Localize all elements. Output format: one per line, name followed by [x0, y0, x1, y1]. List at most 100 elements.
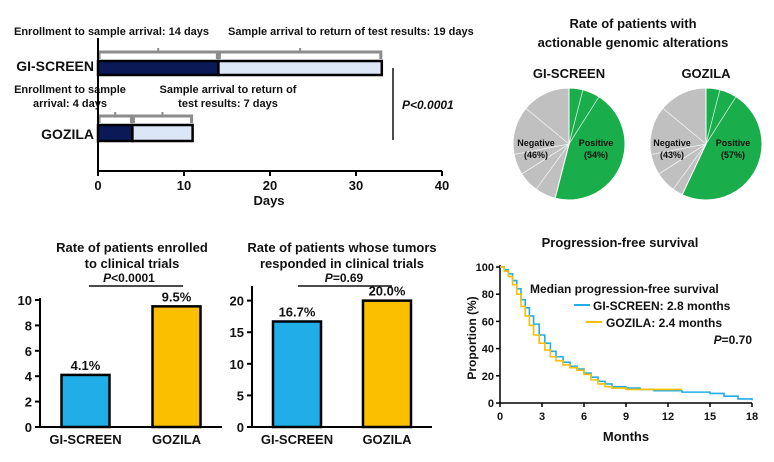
- pfs-p-value: P=0.70: [714, 333, 753, 347]
- enrolled-p-letter: P: [103, 271, 112, 285]
- responded-p-rest: =0.69: [333, 271, 364, 285]
- pfs-y-axis-label: Proportion (%): [465, 296, 479, 379]
- pfs-x-tick-label: 0: [497, 411, 503, 423]
- responded-p-value: P=0.69: [325, 271, 364, 285]
- responded-title-line2: responded in clinical trials: [260, 256, 424, 271]
- enrolled-x-tick-label: GI-SCREEN: [49, 432, 121, 447]
- pie-gozila-positive-label: Positive: [716, 138, 751, 148]
- enrolled-x-tick-label: GOZILA: [152, 432, 202, 447]
- pie-divider: [568, 96, 600, 145]
- timeline-label-goz-seg2-line1: Sample arrival to return of: [160, 84, 297, 96]
- pfs-x-tick-label: 9: [623, 411, 629, 423]
- pfs-y-tick-label: 0: [488, 398, 494, 410]
- pie-divider: [650, 143, 707, 155]
- timeline-label-goz-seg1-line1: Enrollment to sample: [14, 84, 126, 96]
- pie-gi-screen-negative-label: Negative: [517, 138, 555, 148]
- timeline-bar-gi-screen-seg2: [217, 59, 384, 77]
- pfs-y-tick-label: 60: [482, 316, 494, 328]
- responded-x-tick-label: GI-SCREEN: [261, 432, 333, 447]
- pfs-x-tick-label: 18: [746, 411, 758, 423]
- timeline-plot: 0 10 20 30 40: [94, 38, 449, 193]
- pie-gi-screen-positive-pct: (54%): [584, 150, 608, 160]
- timeline-label-goz-seg2-line2: test results: 7 days: [178, 98, 278, 110]
- responded-y-tick-label: 15: [230, 325, 244, 340]
- pfs-panel: Progression-free survival 0 20 40 60 80 100 0 3…: [465, 235, 758, 444]
- pie-divider: [672, 143, 707, 190]
- timeline-bar-gozila-seg2: [131, 123, 194, 143]
- timeline-x-tick-label: 40: [435, 178, 449, 193]
- timeline-x-tick-label: 10: [177, 178, 191, 193]
- pies-title-line2: actionable genomic alterations: [538, 35, 729, 50]
- enrolled-value-label: 9.5%: [162, 289, 192, 304]
- pfs-x-tick-label: 6: [581, 411, 587, 423]
- responded-plot: 0 5 10 15 20 16.7% GI-SCREEN 20.0% GOZILA: [230, 284, 432, 447]
- pie-divider: [513, 143, 570, 155]
- pfs-y-tick-label: 80: [482, 289, 494, 301]
- pie-gi-screen-negative-pct: (46%): [524, 150, 548, 160]
- timeline-label-goz-seg1-line2: arrival: 4 days: [33, 98, 107, 110]
- pie-gi-screen-name: GI-SCREEN: [533, 66, 605, 81]
- timeline-category-gozila: GOZILA: [41, 126, 94, 142]
- pie-slice-positive: [554, 87, 626, 201]
- pfs-curve-gozila: [500, 266, 682, 391]
- pie-divider: [568, 89, 584, 145]
- pie-gozila-positive-pct: (57%): [721, 150, 745, 160]
- pfs-legend-gozila: GOZILA: 2.4 months: [606, 316, 722, 330]
- responded-title-line1: Rate of patients whose tumors: [247, 240, 436, 255]
- pie-divider: [705, 96, 737, 145]
- pies-title-line1: Rate of patients with: [569, 16, 696, 31]
- timeline-x-tick-label: 0: [94, 178, 101, 193]
- pfs-x-tick-label: 3: [539, 411, 545, 423]
- pie-slice-negative: [649, 87, 707, 196]
- enrolled-bar-gi-screen: [60, 373, 111, 429]
- pie-divider: [662, 107, 707, 145]
- pfs-legend-title: Median progression-free survival: [530, 282, 719, 296]
- pie-slice-positive: [681, 87, 763, 201]
- timeline-x-axis-label: Days: [253, 193, 284, 208]
- timeline-category-gi-screen: GI-SCREEN: [16, 58, 94, 74]
- pie-gozila-negative-pct: (43%): [660, 150, 684, 160]
- pfs-p-rest: =0.70: [722, 333, 753, 347]
- enrolled-y-tick-label: 4: [25, 369, 33, 384]
- pie-gi-screen-positive-label: Positive: [579, 138, 614, 148]
- timeline-bracket-gi-screen-seg2: [217, 50, 383, 59]
- enrolled-title-line2: to clinical trials: [85, 256, 180, 271]
- enrolled-y-tick-label: 6: [25, 344, 32, 359]
- pfs-legend-gi-screen: GI-SCREEN: 2.8 months: [593, 299, 731, 313]
- pie-gozila: [649, 87, 763, 201]
- enrolled-y-tick-label: 0: [25, 420, 32, 435]
- enrolled-p-value: P<0.0001: [103, 271, 155, 285]
- responded-y-tick-label: 20: [230, 294, 244, 309]
- timeline-bar-gozila-seg1: [96, 123, 134, 143]
- timeline-label-gi-seg1: Enrollment to sample arrival: 14 days: [14, 26, 209, 38]
- timeline-bracket-gi-screen-seg1: [97, 50, 219, 59]
- timeline-x-tick-label: 20: [263, 178, 277, 193]
- responded-value-label: 20.0%: [369, 284, 406, 299]
- responded-p-letter: P: [325, 271, 334, 285]
- pies-panel: Rate of patients with actionable genomic…: [512, 16, 763, 201]
- timeline-x-tick-label: 30: [349, 178, 363, 193]
- pfs-x-tick-label: 15: [704, 411, 716, 423]
- responded-x-tick-label: GOZILA: [362, 432, 412, 447]
- enrolled-title-line1: Rate of patients enrolled: [56, 240, 208, 255]
- responded-value-label: 16.7%: [279, 304, 316, 319]
- pfs-y-tick-label: 100: [476, 262, 494, 274]
- responded-y-tick-label: 0: [237, 420, 244, 435]
- pfs-x-axis-label: Months: [603, 429, 649, 444]
- timeline-p-value: P<0.0001: [402, 98, 454, 112]
- timeline-bracket-gozila-seg1: [97, 114, 133, 123]
- enrolled-plot: 0 2 4 6 8 10 4.1% GI-SCREEN 9.5% GOZILA: [18, 289, 222, 447]
- enrolled-y-tick-label: 2: [25, 395, 32, 410]
- pfs-x-tick-label: 12: [662, 411, 674, 423]
- pfs-y-tick-label: 20: [482, 371, 494, 383]
- timeline-panel: Enrollment to sample arrival: 14 days Sa…: [14, 26, 474, 208]
- pfs-plot: 0 20 40 60 80 100 0 3 6 9 12 15 18: [476, 262, 758, 423]
- pfs-title: Progression-free survival: [542, 235, 699, 250]
- pfs-p-letter: P: [714, 333, 723, 347]
- pie-divider: [535, 143, 570, 190]
- enrolled-y-tick-label: 8: [25, 318, 32, 333]
- enrolled-panel: Rate of patients enrolled to clinical tr…: [18, 240, 222, 447]
- timeline-bracket-gozila-seg2: [131, 114, 194, 123]
- timeline-bar-gi-screen-seg1: [96, 59, 220, 77]
